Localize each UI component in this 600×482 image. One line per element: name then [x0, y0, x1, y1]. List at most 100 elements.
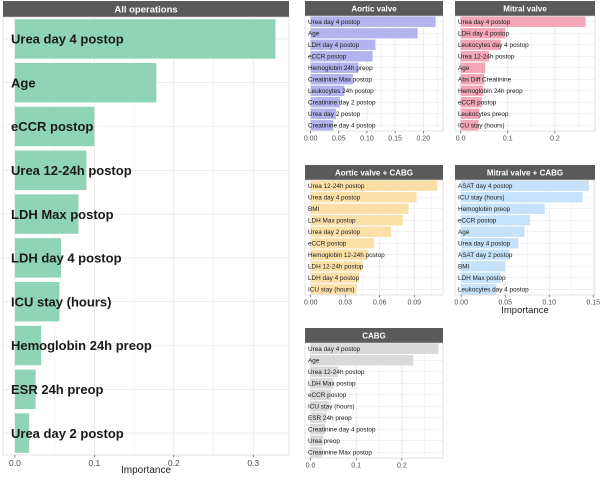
bar: [460, 16, 586, 27]
panel-strip: [305, 1, 443, 16]
bar-label: Hemoglobin 24h preop: [308, 65, 373, 72]
x-tick-label: 0.0: [456, 136, 466, 143]
bar: [460, 97, 482, 108]
bar: [310, 366, 338, 377]
bar: [310, 180, 438, 191]
bar-label: eCCR postop: [458, 218, 497, 225]
bar: [310, 226, 392, 237]
bar: [14, 369, 36, 410]
x-tick-label: 0.06: [373, 300, 387, 307]
x-tick-label: 0.2: [168, 458, 180, 468]
bar: [461, 261, 506, 272]
bar-label: eCCR postop: [11, 119, 93, 134]
bar-label: LDH day 4 postop: [11, 251, 122, 266]
bar-label: Urea day 4 postop: [458, 19, 511, 26]
bar: [461, 180, 589, 191]
bar-label: Urea day 2 postop: [11, 426, 124, 441]
bar-label: Abs Diff Creatinine: [458, 77, 512, 84]
bar-label: Age: [308, 358, 320, 365]
bar-label: Age: [458, 229, 470, 236]
bar: [310, 203, 409, 214]
panel-strip: [3, 1, 289, 17]
bar-label: Creatinine Max postop: [308, 77, 372, 84]
bar-label: Creatinine day 2 postop: [308, 100, 376, 107]
bar-label: Urea 12-24h postop: [458, 54, 515, 61]
bar: [310, 447, 322, 458]
x-tick-label: 0.10: [542, 300, 556, 307]
bar-label: Urea 12-24h postop: [308, 183, 365, 190]
panel-title: Mitral valve + CABG: [487, 169, 563, 178]
bar-label: LDH Max postop: [458, 275, 506, 282]
bar: [310, 85, 345, 96]
x-tick-label: 0.1: [503, 136, 513, 143]
x-tick-label: 0.09: [407, 300, 421, 307]
bar-label: ASAT day 4 postop: [458, 183, 513, 190]
bar: [461, 249, 510, 260]
bar-label: ESR 24h preop: [11, 382, 104, 397]
bar: [461, 215, 530, 226]
bar: [14, 413, 30, 453]
bar: [461, 192, 583, 203]
bar-label: LDH day 4 postop: [308, 275, 360, 282]
bar: [461, 226, 525, 237]
bar: [310, 62, 359, 73]
bar-label: BMI: [458, 264, 470, 271]
x-tick-label: 0.3: [247, 458, 259, 468]
x-tick-label: 0.00: [304, 136, 318, 143]
bar-label: LDH 12-24h postop: [308, 264, 364, 271]
bar: [310, 435, 324, 446]
x-tick-label: 0.10: [360, 136, 374, 143]
bar-label: ICU stay (hours): [458, 123, 505, 130]
bar: [310, 343, 439, 354]
bar: [461, 238, 519, 249]
bar-label: ICU stay (hours): [308, 287, 355, 294]
bar: [14, 194, 79, 234]
x-tick-label: 0.15: [388, 136, 402, 143]
bar-label: Urea preop: [308, 438, 340, 445]
bar-label: Creatinine Max postop: [308, 450, 372, 457]
bar: [310, 424, 326, 435]
bar-label: eCCR postop: [308, 392, 347, 399]
bar: [310, 16, 436, 27]
bar: [460, 74, 485, 85]
panel-aortic-valve-cabg: Aortic valve + CABG Urea 12-24h postop Ure…: [304, 165, 444, 307]
bar-label: Creatinine day 4 postop: [308, 123, 376, 130]
bar-label: BMI: [308, 206, 320, 213]
x-tick-label: 0.1: [351, 463, 361, 470]
bar-label: LDH Max postop: [308, 381, 356, 388]
bar-label: Age: [11, 75, 36, 90]
bar: [14, 238, 61, 278]
bar: [14, 19, 276, 59]
bar-label: Urea day 4 postop: [458, 241, 511, 248]
bar-label: Hemoglobin 24h preop: [458, 88, 523, 95]
bar: [310, 378, 334, 389]
bar: [460, 62, 486, 73]
panel-title: Aortic valve: [351, 5, 397, 14]
bar-label: Hemoglobin 12-24h postop: [308, 252, 385, 259]
x-tick-label: 0.2: [397, 463, 407, 470]
panel-aortic-valve: Aortic valve Urea day 4 postop Age LDH day …: [304, 1, 444, 143]
bar: [310, 28, 418, 39]
bar-label: Urea 12-24h postop: [11, 163, 132, 178]
bar-label: Urea day 4 postop: [11, 32, 124, 47]
bar-label: Leukocytes day 4 postop: [458, 42, 529, 49]
bar-label: ASAT day 2 postop: [458, 252, 513, 259]
panel-mitral-valve-cabg: Mitral valve + CABG ASAT day 4 postop ICU …: [454, 165, 600, 316]
panel-all-operations: All operations Urea day 4 postop Age eCCR p…: [2, 1, 290, 476]
bar-label: Creatinine day 4 postop: [308, 427, 376, 434]
x-tick-label: 0.15: [586, 300, 600, 307]
bar: [310, 284, 357, 295]
panel-title: All operations: [114, 5, 177, 16]
bar-label: Hemoglobin preop: [458, 206, 511, 213]
bar: [460, 85, 484, 96]
x-tick-label: 0.20: [416, 136, 430, 143]
bar-label: Leukocytes 24h postop: [308, 88, 374, 95]
bar-label: Leukocytes preop: [458, 111, 509, 118]
panel-strip: [305, 328, 443, 343]
bar: [310, 261, 363, 272]
bar-label: Urea day 2 postop: [308, 229, 361, 236]
bar-label: Urea day 4 postop: [308, 346, 361, 353]
x-tick-label: 0.05: [332, 136, 346, 143]
bar: [310, 192, 417, 203]
